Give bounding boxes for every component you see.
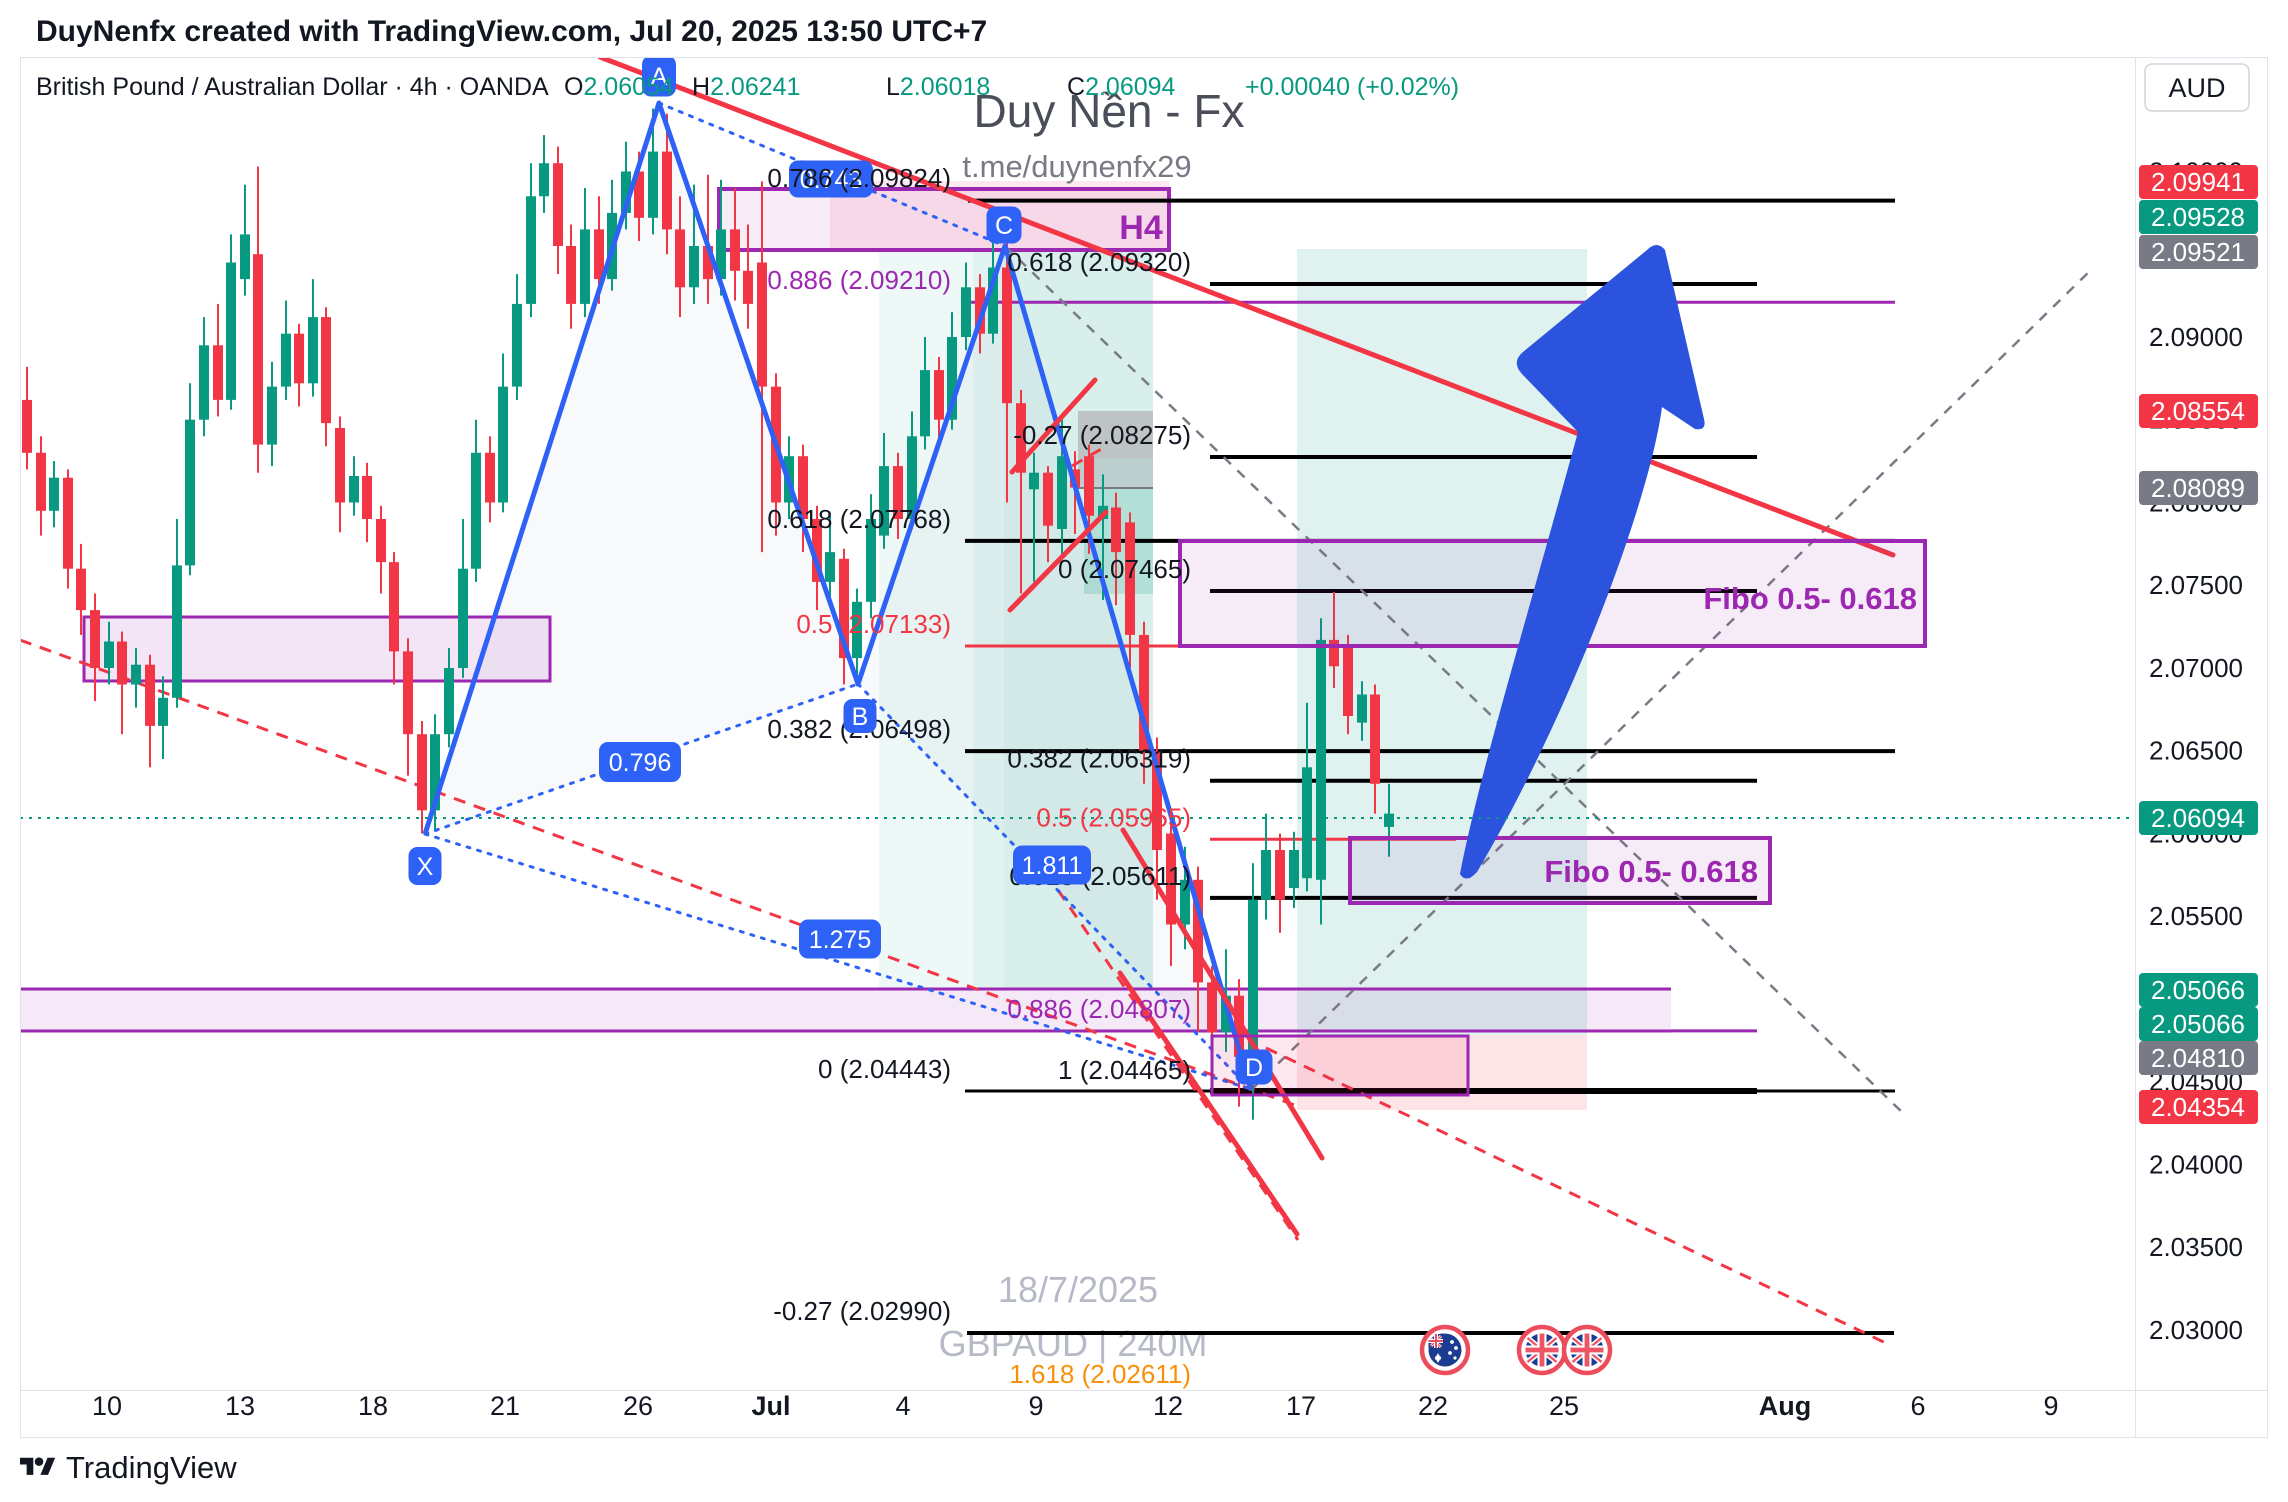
svg-text:2.09528: 2.09528 bbox=[2151, 202, 2245, 232]
svg-text:GBPAUD | 240M: GBPAUD | 240M bbox=[939, 1323, 1208, 1364]
svg-text:0.743: 0.743 bbox=[800, 166, 863, 194]
svg-text:2.07500: 2.07500 bbox=[2149, 570, 2243, 600]
svg-text:TradingView: TradingView bbox=[66, 1450, 237, 1485]
svg-text:Aug: Aug bbox=[1759, 1391, 1811, 1421]
svg-text:0.618 (2.09320): 0.618 (2.09320) bbox=[1007, 247, 1191, 277]
svg-text:2.09000: 2.09000 bbox=[2149, 322, 2243, 352]
svg-text:2.08089: 2.08089 bbox=[2151, 473, 2245, 503]
svg-text:0.618 (2.07768): 0.618 (2.07768) bbox=[767, 504, 951, 534]
svg-text:9: 9 bbox=[1028, 1391, 1043, 1421]
svg-text:-0.27 (2.08275): -0.27 (2.08275) bbox=[1013, 420, 1191, 450]
svg-text:Duy Nền - Fx: Duy Nền - Fx bbox=[974, 85, 1245, 137]
svg-text:0.886 (2.09210): 0.886 (2.09210) bbox=[767, 265, 951, 295]
svg-text:9: 9 bbox=[2043, 1391, 2058, 1421]
svg-text:X: X bbox=[417, 853, 434, 881]
svg-text:2.08554: 2.08554 bbox=[2151, 396, 2245, 426]
svg-text:L2.06018: L2.06018 bbox=[886, 73, 990, 101]
svg-text:0 (2.04443): 0 (2.04443) bbox=[818, 1054, 951, 1084]
svg-text:British Pound / Australian Dol: British Pound / Australian Dollar · 4h ·… bbox=[36, 73, 549, 101]
svg-text:17: 17 bbox=[1286, 1391, 1316, 1421]
svg-text:2.05066: 2.05066 bbox=[2151, 1009, 2245, 1039]
svg-text:0.796: 0.796 bbox=[609, 749, 672, 777]
svg-text:6: 6 bbox=[1910, 1391, 1925, 1421]
svg-text:2.04810: 2.04810 bbox=[2151, 1043, 2245, 1073]
svg-text:10: 10 bbox=[92, 1391, 122, 1421]
svg-text:1 (2.04465): 1 (2.04465) bbox=[1058, 1055, 1191, 1085]
svg-text:C2.06094: C2.06094 bbox=[1067, 73, 1176, 101]
svg-text:2.09521: 2.09521 bbox=[2151, 237, 2245, 267]
svg-text:B: B bbox=[852, 703, 869, 731]
svg-text:C: C bbox=[995, 212, 1013, 240]
svg-text:2.03500: 2.03500 bbox=[2149, 1232, 2243, 1262]
svg-text:+0.00040 (+0.02%): +0.00040 (+0.02%) bbox=[1245, 73, 1459, 101]
svg-text:2.06500: 2.06500 bbox=[2149, 736, 2243, 766]
svg-text:25: 25 bbox=[1549, 1391, 1579, 1421]
svg-text:1.811: 1.811 bbox=[1022, 852, 1083, 880]
svg-text:Jul: Jul bbox=[751, 1391, 790, 1421]
svg-text:2.04000: 2.04000 bbox=[2149, 1150, 2243, 1180]
svg-text:2.06094: 2.06094 bbox=[2151, 803, 2245, 833]
svg-text:2.05066: 2.05066 bbox=[2151, 975, 2245, 1005]
svg-text:1.275: 1.275 bbox=[809, 926, 872, 954]
svg-text:1.618 (2.02611): 1.618 (2.02611) bbox=[1009, 1359, 1191, 1389]
svg-text:Fibo 0.5- 0.618: Fibo 0.5- 0.618 bbox=[1703, 581, 1917, 616]
svg-text:0.886 (2.04807): 0.886 (2.04807) bbox=[1007, 994, 1191, 1024]
svg-text:0 (2.07465): 0 (2.07465) bbox=[1058, 554, 1191, 584]
svg-text:t.me/duynenfx29: t.me/duynenfx29 bbox=[962, 149, 1191, 184]
svg-text:0.786 (2.09824): 0.786 (2.09824) bbox=[767, 163, 951, 193]
svg-text:21: 21 bbox=[490, 1391, 520, 1421]
svg-text:0.382 (2.06319): 0.382 (2.06319) bbox=[1007, 744, 1191, 774]
svg-text:A: A bbox=[651, 63, 668, 91]
svg-text:2.05500: 2.05500 bbox=[2149, 901, 2243, 931]
svg-text:H2.06241: H2.06241 bbox=[692, 73, 800, 101]
svg-text:AUD: AUD bbox=[2168, 73, 2225, 103]
svg-text:0.5 (2.05965): 0.5 (2.05965) bbox=[1036, 802, 1191, 832]
svg-text:22: 22 bbox=[1418, 1391, 1448, 1421]
svg-text:0.5 (2.07133): 0.5 (2.07133) bbox=[796, 609, 951, 639]
svg-text:O2.06054: O2.06054 bbox=[564, 73, 674, 101]
svg-text:2.07000: 2.07000 bbox=[2149, 653, 2243, 683]
svg-text:DuyNenfx created with TradingV: DuyNenfx created with TradingView.com, J… bbox=[36, 15, 987, 48]
svg-text:2.03000: 2.03000 bbox=[2149, 1315, 2243, 1345]
svg-text:13: 13 bbox=[225, 1391, 255, 1421]
svg-text:-0.27 (2.02990): -0.27 (2.02990) bbox=[773, 1296, 951, 1326]
svg-text:26: 26 bbox=[623, 1391, 653, 1421]
svg-text:2.04354: 2.04354 bbox=[2151, 1092, 2245, 1122]
svg-text:D: D bbox=[1245, 1054, 1263, 1082]
svg-text:12: 12 bbox=[1153, 1391, 1183, 1421]
svg-text:18: 18 bbox=[358, 1391, 388, 1421]
svg-text:2.09941: 2.09941 bbox=[2151, 167, 2245, 197]
svg-text:Fibo 0.5- 0.618: Fibo 0.5- 0.618 bbox=[1544, 854, 1758, 889]
svg-text:H4: H4 bbox=[1119, 209, 1163, 247]
svg-text:4: 4 bbox=[895, 1391, 910, 1421]
svg-text:18/7/2025: 18/7/2025 bbox=[998, 1269, 1158, 1310]
